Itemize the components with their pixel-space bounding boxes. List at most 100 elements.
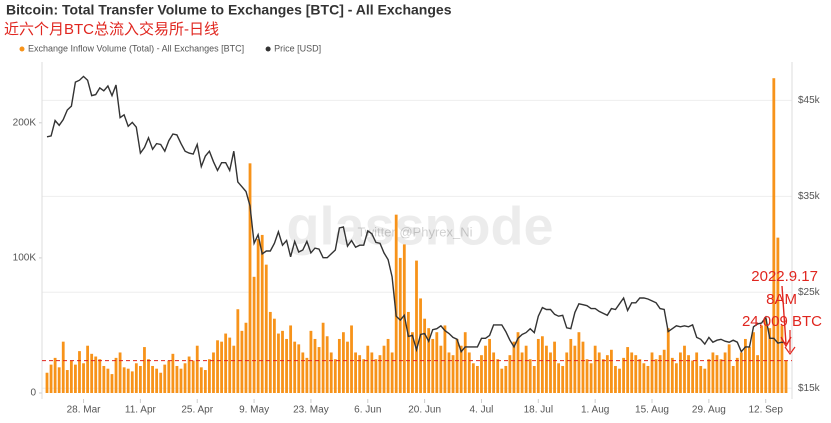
annotation-time: 8AM — [766, 291, 797, 308]
x-tick-label: 15. Aug — [635, 405, 669, 416]
bar — [516, 332, 520, 393]
x-tick-label: 18. Jul — [524, 405, 553, 416]
bar — [585, 359, 589, 393]
bar — [597, 352, 601, 393]
bar — [784, 360, 788, 393]
bar — [496, 359, 500, 393]
bar — [614, 365, 617, 393]
bar — [350, 325, 353, 393]
bar — [536, 338, 540, 393]
bar — [256, 238, 260, 393]
annotation-arrow — [784, 330, 796, 356]
y2-tick-label: $25k — [798, 287, 821, 298]
x-tick-label: 11. Apr — [125, 405, 157, 416]
bar — [248, 163, 252, 393]
bar — [532, 365, 536, 393]
bar — [406, 311, 410, 393]
bar — [756, 355, 759, 393]
bar — [370, 352, 374, 393]
bar — [622, 357, 625, 393]
bar — [216, 340, 219, 393]
bar — [171, 353, 175, 393]
bar — [772, 78, 776, 393]
bar — [471, 363, 475, 393]
bar — [143, 347, 146, 393]
bar — [264, 264, 268, 393]
x-tick-label: 23. May — [293, 405, 329, 416]
bar — [743, 338, 747, 393]
x-tick-label: 9. May — [239, 405, 269, 416]
bar — [476, 365, 479, 393]
bar — [735, 357, 739, 393]
bar — [74, 364, 77, 393]
bar — [703, 368, 707, 393]
bar — [524, 345, 528, 393]
watermark: glassnode — [286, 196, 553, 256]
x-tick-label: 4. Jul — [470, 405, 494, 416]
y2-tick-label: $15k — [798, 383, 821, 394]
bar — [187, 356, 191, 393]
bar — [695, 352, 699, 393]
bar — [102, 365, 106, 393]
watermark-credit: Twitter @Phyrex_Ni — [357, 224, 472, 239]
bar — [780, 325, 784, 393]
bar — [687, 355, 690, 393]
bar — [439, 345, 443, 393]
y-tick-label: 200K — [13, 117, 37, 128]
bar — [346, 341, 349, 393]
bar — [151, 365, 154, 393]
bar — [366, 345, 370, 393]
bar — [674, 363, 678, 393]
bar — [220, 341, 223, 393]
bar — [565, 352, 569, 393]
chart-title: Bitcoin: Total Transfer Volume to Exchan… — [6, 2, 452, 18]
x-tick-label: 25. Apr — [181, 405, 213, 416]
bar — [191, 360, 195, 393]
bar — [285, 338, 288, 393]
x-tick-label: 20. Jun — [408, 405, 441, 416]
bar — [500, 368, 504, 393]
bar — [398, 257, 402, 393]
bar — [281, 330, 284, 393]
bar — [557, 363, 561, 393]
bar — [78, 351, 81, 393]
bar — [768, 328, 772, 393]
bar — [484, 345, 487, 393]
bar — [670, 357, 674, 393]
bar — [646, 365, 650, 393]
bar — [260, 234, 264, 393]
bar — [240, 330, 244, 393]
bar — [325, 336, 329, 393]
bar — [601, 359, 605, 393]
bar — [707, 359, 711, 393]
bar — [163, 364, 167, 393]
bar — [354, 352, 357, 393]
bar — [581, 341, 585, 393]
bar — [435, 332, 439, 393]
bar — [272, 318, 276, 393]
bar — [155, 368, 159, 393]
bar — [244, 322, 248, 393]
x-tick-label: 12. Sep — [748, 405, 783, 416]
bar — [57, 367, 61, 393]
bar — [739, 352, 743, 393]
bar — [662, 349, 666, 393]
bar — [431, 338, 435, 393]
bar — [175, 365, 179, 393]
bar — [232, 345, 236, 393]
bar — [463, 332, 467, 393]
bar — [374, 359, 378, 393]
bar — [317, 347, 321, 393]
bar — [504, 365, 508, 393]
annotation-date: 2022.9.17 — [751, 268, 818, 285]
bar — [386, 338, 390, 393]
bar — [362, 359, 366, 393]
bar — [86, 345, 90, 393]
bar — [699, 365, 703, 393]
bar — [618, 368, 621, 393]
bar — [134, 363, 138, 393]
bar — [305, 357, 309, 393]
bar — [748, 347, 751, 393]
bar — [642, 363, 646, 393]
